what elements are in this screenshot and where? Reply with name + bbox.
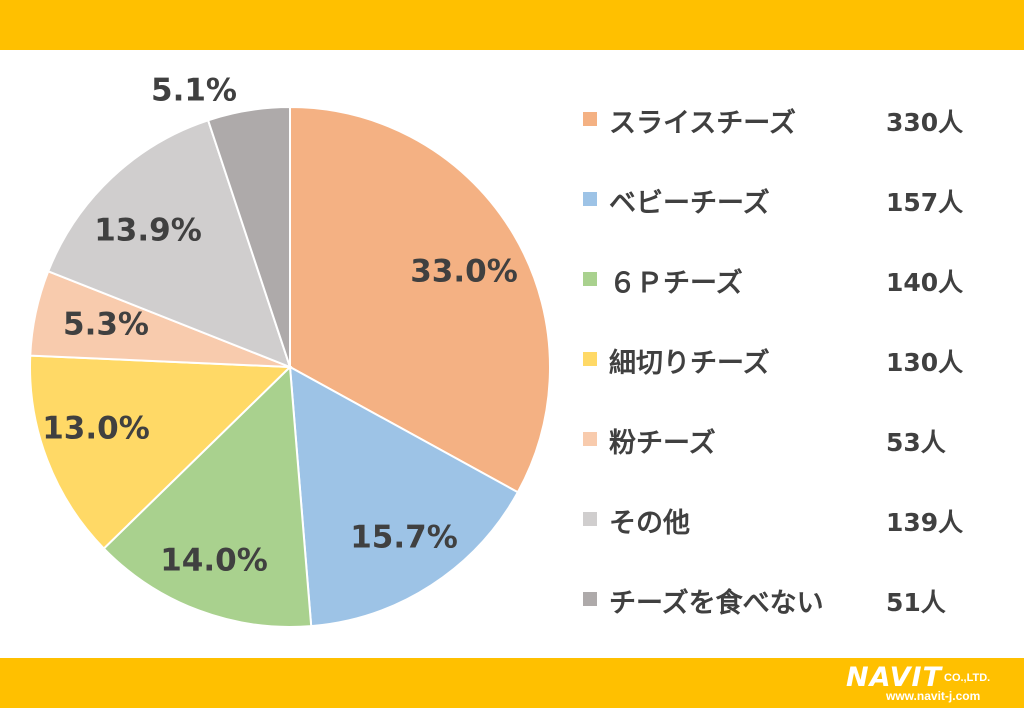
bottom-band [0,658,1024,708]
legend-label: 細切りチーズ [609,348,770,379]
legend-swatch [583,112,597,126]
logo-name: NAVIT [846,662,943,693]
legend-item-powdered-cheese: 粉チーズ 53人 [583,418,983,498]
pie-data-label: 13.9% [94,213,202,249]
legend-swatch [583,352,597,366]
legend-item-6p-cheese: ６Ｐチーズ 140人 [583,258,983,338]
pie-slice [102,364,313,628]
legend-swatch [583,192,597,206]
pie-slice [289,105,552,494]
legend-label: ベビーチーズ [609,188,770,219]
logo-url: www.navit-j.com [886,689,981,703]
logo-suffix: CO.,LTD. [944,672,991,684]
legend-item-baby-cheese: ベビーチーズ 157人 [583,178,983,258]
legend-swatch [583,272,597,286]
pie-slice [206,105,291,368]
pie-data-label: 15.7% [350,520,458,556]
pie-slice [46,118,292,369]
top-band [0,0,1024,50]
legend-count: 140人 [886,268,964,297]
pie-slice [288,365,520,628]
pie-slices [29,105,552,628]
pie-data-label: 5.3% [63,307,149,343]
legend-swatch [583,432,597,446]
pie-data-label: 33.0% [410,254,518,290]
legend-count: 139人 [886,508,964,537]
legend-count: 130人 [886,348,964,377]
pie-slice [29,354,293,550]
pie-chart: 33.0% 15.7% 14.0% 13.0% 5.3% 13.9% 5.1% [29,73,552,628]
legend: スライスチーズ 330人 ベビーチーズ 157人 ６Ｐチーズ 140人 細切りチ… [583,98,983,658]
legend-item-other: その他 139人 [583,498,983,578]
legend-label: その他 [609,508,690,539]
pie-data-labels: 33.0% 15.7% 14.0% 13.0% 5.3% 13.9% 5.1% [42,73,518,579]
legend-label: ６Ｐチーズ [609,268,743,299]
legend-swatch [583,512,597,526]
legend-count: 51人 [886,588,946,617]
pie-data-label: 5.1% [151,73,237,109]
legend-label: スライスチーズ [609,108,796,139]
legend-label: チーズを食べない [609,588,824,619]
legend-count: 53人 [886,428,946,457]
pie-data-label: 13.0% [42,411,150,447]
legend-count: 157人 [886,188,964,217]
legend-item-no-cheese: チーズを食べない 51人 [583,578,983,658]
pie-data-label: 14.0% [160,543,268,579]
legend-item-sliced-cheese: スライスチーズ 330人 [583,98,983,178]
legend-count: 330人 [886,108,964,137]
company-logo[interactable]: NAVIT CO.,LTD. www.navit-j.com [846,662,1016,704]
legend-item-shredded-cheese: 細切りチーズ 130人 [583,338,983,418]
legend-swatch [583,592,597,606]
legend-label: 粉チーズ [609,428,716,459]
